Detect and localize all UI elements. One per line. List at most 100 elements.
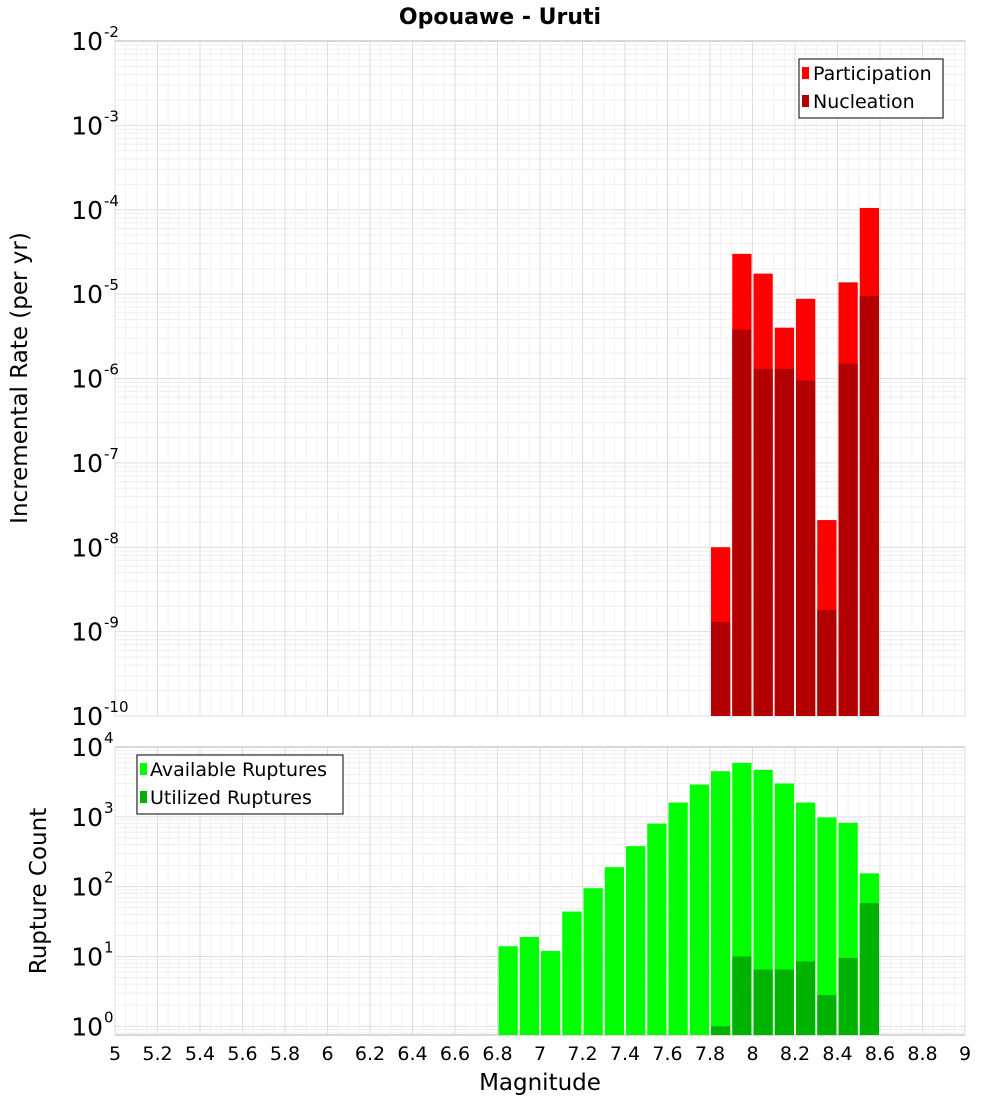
x-tick-label: 8.2 bbox=[780, 1043, 810, 1065]
legend-nucleation-swatch bbox=[802, 95, 809, 107]
x-tick-label: 6 bbox=[321, 1043, 333, 1065]
y-tick-label: 10 bbox=[71, 803, 103, 832]
x-tick-label: 5.6 bbox=[227, 1043, 257, 1065]
legend-participation-label: Participation bbox=[813, 63, 932, 85]
legend-nucleation-label: Nucleation bbox=[813, 91, 915, 113]
y-tick-exponent: 4 bbox=[104, 729, 114, 747]
y-tick-exponent: -7 bbox=[104, 445, 119, 463]
bottom-bar-series-0 bbox=[626, 846, 646, 1035]
legend-participation-swatch bbox=[802, 67, 809, 79]
y-tick-exponent: 2 bbox=[104, 869, 114, 887]
y-tick-exponent: -10 bbox=[104, 698, 129, 716]
y-tick-label: 10 bbox=[71, 618, 103, 647]
bottom-bar-series-1 bbox=[753, 969, 773, 1035]
bottom-bar-series-1 bbox=[711, 1026, 731, 1035]
y-tick-label: 10 bbox=[71, 365, 103, 394]
x-tick-label: 5.4 bbox=[185, 1043, 215, 1065]
y-tick-exponent: 1 bbox=[104, 938, 114, 956]
bottom-y-axis-label: Rupture Count bbox=[26, 808, 52, 974]
top-bar-series-1 bbox=[753, 368, 773, 716]
x-tick-label: 7.4 bbox=[610, 1043, 640, 1065]
y-tick-label: 10 bbox=[71, 196, 103, 225]
bottom-bar-series-1 bbox=[817, 995, 837, 1035]
y-tick-label: 10 bbox=[71, 702, 103, 731]
top-y-axis-label: Incremental Rate (per yr) bbox=[7, 232, 33, 524]
y-tick-exponent: -4 bbox=[104, 192, 119, 210]
top-bar-series-1 bbox=[774, 368, 794, 716]
bottom-bar-series-0 bbox=[498, 946, 518, 1035]
y-tick-label: 10 bbox=[71, 942, 103, 971]
y-tick-exponent: -2 bbox=[104, 23, 119, 41]
y-tick-exponent: 3 bbox=[104, 799, 114, 817]
x-tick-label: 7 bbox=[534, 1043, 546, 1065]
bottom-legend: Available Ruptures Utilized Ruptures bbox=[136, 754, 344, 815]
x-tick-label: 8 bbox=[746, 1043, 758, 1065]
top-bar-series-1 bbox=[711, 622, 731, 716]
y-tick-label: 10 bbox=[71, 733, 103, 762]
bottom-bar-series-1 bbox=[774, 969, 794, 1035]
y-tick-exponent: -8 bbox=[104, 529, 119, 547]
top-bar-series-1 bbox=[838, 363, 858, 716]
top-legend-box bbox=[798, 58, 944, 119]
top-bar-series-1 bbox=[732, 329, 752, 716]
legend-utilized-swatch bbox=[140, 791, 147, 803]
x-tick-label: 5.8 bbox=[270, 1043, 300, 1065]
legend-available-swatch bbox=[140, 763, 147, 775]
x-tick-label: 7.8 bbox=[695, 1043, 725, 1065]
bottom-bar-series-1 bbox=[732, 956, 752, 1035]
top-y-ticks: 10-210-310-410-510-610-710-810-910-10 bbox=[71, 23, 128, 731]
bottom-bar-series-0 bbox=[711, 771, 731, 1035]
bottom-bar-series-1 bbox=[796, 961, 816, 1035]
top-bar-series-1 bbox=[796, 380, 816, 716]
bottom-legend-box bbox=[136, 754, 344, 815]
bottom-bar-series-0 bbox=[604, 867, 624, 1035]
x-tick-label: 8.6 bbox=[865, 1043, 895, 1065]
top-bars bbox=[711, 207, 879, 716]
legend-utilized-label: Utilized Ruptures bbox=[150, 787, 312, 809]
bottom-bar-series-0 bbox=[562, 911, 582, 1035]
bottom-bar-series-0 bbox=[519, 936, 539, 1035]
x-tick-label: 7.6 bbox=[652, 1043, 682, 1065]
bottom-bar-series-0 bbox=[817, 817, 837, 1035]
x-tick-label: 7.2 bbox=[567, 1043, 597, 1065]
y-tick-exponent: -6 bbox=[104, 361, 119, 379]
y-tick-label: 10 bbox=[71, 1012, 103, 1041]
y-tick-exponent: -9 bbox=[104, 614, 119, 632]
y-tick-label: 10 bbox=[71, 533, 103, 562]
x-tick-label: 5 bbox=[109, 1043, 121, 1065]
bottom-bar-series-0 bbox=[689, 784, 709, 1035]
top-grid bbox=[114, 41, 966, 717]
top-bar-series-1 bbox=[817, 610, 837, 716]
x-tick-label: 8.4 bbox=[822, 1043, 852, 1065]
y-tick-label: 10 bbox=[71, 111, 103, 140]
bottom-bar-series-1 bbox=[859, 903, 879, 1035]
y-tick-label: 10 bbox=[71, 873, 103, 902]
chart-title: Opouawe - Uruti bbox=[399, 5, 601, 30]
y-tick-label: 10 bbox=[71, 449, 103, 478]
y-tick-exponent: 0 bbox=[104, 1008, 114, 1026]
legend-available-label: Available Ruptures bbox=[150, 759, 327, 781]
top-legend: Participation Nucleation bbox=[798, 58, 944, 119]
bottom-bar-series-0 bbox=[753, 769, 773, 1035]
y-tick-label: 10 bbox=[71, 280, 103, 309]
top-bar-series-1 bbox=[859, 296, 879, 716]
bottom-bar-series-0 bbox=[583, 888, 603, 1035]
y-tick-exponent: -5 bbox=[104, 276, 119, 294]
y-tick-exponent: -3 bbox=[104, 107, 119, 125]
x-tick-label: 5.2 bbox=[142, 1043, 172, 1065]
bottom-bar-series-0 bbox=[668, 802, 688, 1035]
x-tick-label: 6.8 bbox=[482, 1043, 512, 1065]
bottom-bar-series-0 bbox=[647, 823, 667, 1035]
x-tick-label: 8.8 bbox=[907, 1043, 937, 1065]
x-tick-label: 6.4 bbox=[397, 1043, 427, 1065]
x-ticks: 5 5.2 5.4 5.6 5.8 6 6.2 6.4 6.6 6.8 7 7.2 7.4 7.6 7.8 8… bbox=[109, 1043, 971, 1065]
y-tick-label: 10 bbox=[71, 27, 103, 56]
bottom-bar-series-1 bbox=[838, 958, 858, 1035]
bottom-bar-series-0 bbox=[541, 950, 561, 1035]
x-tick-label: 9 bbox=[959, 1043, 971, 1065]
bottom-bars bbox=[498, 762, 879, 1035]
x-axis-label: Magnitude bbox=[479, 1070, 601, 1096]
x-tick-label: 6.2 bbox=[355, 1043, 385, 1065]
